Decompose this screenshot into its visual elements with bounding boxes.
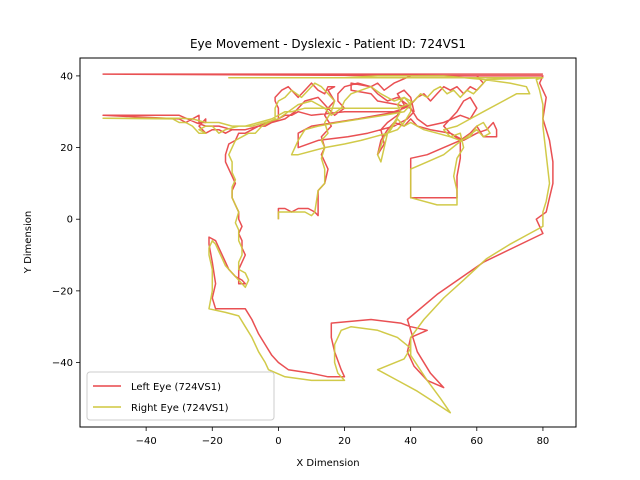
series-layer: [102, 73, 554, 414]
y-tick-label: −40: [52, 358, 73, 369]
x-tick-label: 40: [404, 436, 417, 447]
legend-label-right-eye: Right Eye (724VS1): [131, 403, 229, 414]
x-tick-label: −40: [136, 436, 157, 447]
y-tick-label: 0: [67, 215, 73, 226]
chart-title: Eye Movement - Dyslexic - Patient ID: 72…: [190, 37, 466, 51]
legend: Left Eye (724VS1) Right Eye (724VS1): [86, 371, 275, 421]
y-axis-label: Y Dimension: [23, 211, 34, 274]
x-axis-label: X Dimension: [296, 458, 359, 469]
y-tick-label: 40: [60, 71, 73, 82]
y-tick-label: −20: [52, 286, 73, 297]
y-tick-label: 20: [60, 143, 73, 154]
legend-box: [86, 371, 275, 421]
x-axis-ticks: −40 −20 0 20 40 60 80: [136, 427, 550, 447]
series-line-left-eye: [102, 73, 554, 389]
x-tick-label: 20: [338, 436, 351, 447]
series-line-right-eye: [102, 75, 551, 414]
y-axis-ticks: −40 −20 0 20 40: [52, 71, 80, 369]
x-tick-label: 80: [537, 436, 550, 447]
x-tick-label: 0: [275, 436, 281, 447]
plot-frame: [79, 57, 577, 428]
legend-label-left-eye: Left Eye (724VS1): [131, 382, 221, 393]
x-tick-label: 60: [470, 436, 483, 447]
x-tick-label: −20: [202, 436, 223, 447]
